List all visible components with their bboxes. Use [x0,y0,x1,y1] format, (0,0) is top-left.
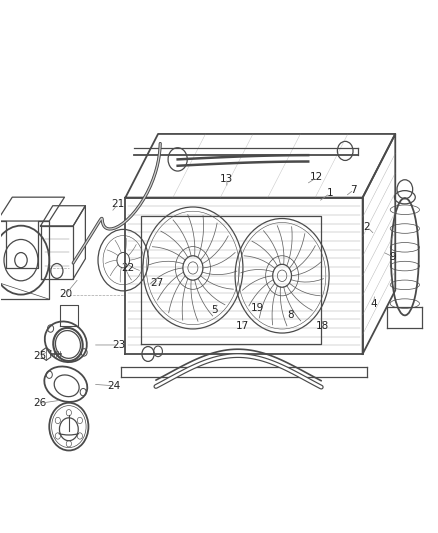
Text: 8: 8 [287,310,294,320]
Text: 7: 7 [350,184,357,195]
Text: 25: 25 [33,351,46,361]
Text: 5: 5 [212,305,218,315]
Text: 24: 24 [107,381,120,391]
Text: 12: 12 [310,172,324,182]
Text: 2: 2 [364,222,370,232]
Text: 23: 23 [112,340,126,350]
Text: 19: 19 [251,303,264,313]
Text: 17: 17 [236,321,249,331]
Text: 13: 13 [220,174,233,184]
Text: 27: 27 [151,278,164,288]
Text: 1: 1 [327,188,333,198]
Text: 9: 9 [390,252,396,262]
Text: 20: 20 [59,289,72,299]
Text: 21: 21 [111,199,125,209]
Text: 26: 26 [33,398,46,408]
Text: 22: 22 [121,263,134,272]
Text: 18: 18 [316,321,329,331]
Text: 4: 4 [370,298,377,309]
